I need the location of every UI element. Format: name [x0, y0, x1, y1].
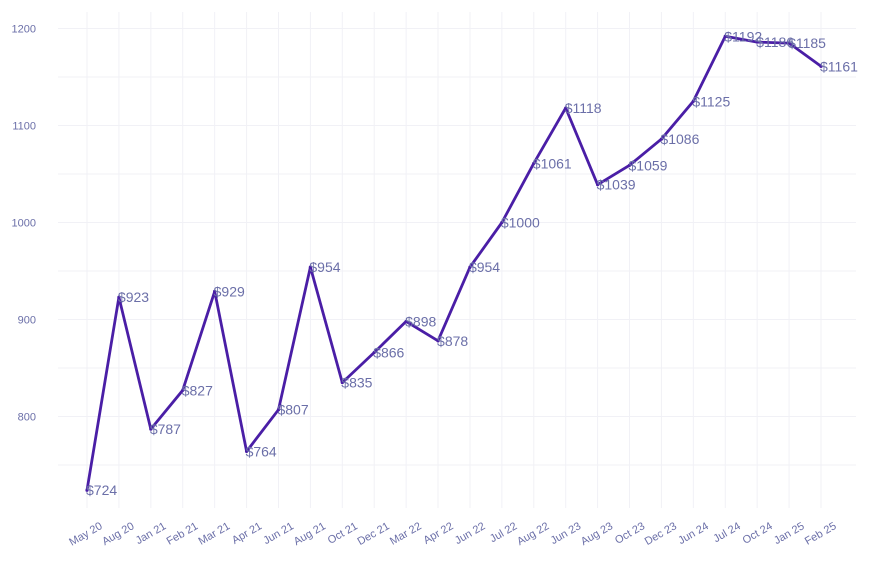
- y-tick-label: 1100: [12, 121, 36, 133]
- data-label: $724: [86, 482, 117, 498]
- data-label: $1039: [597, 177, 636, 193]
- series-line-path: [85, 34, 823, 492]
- data-point: [340, 380, 344, 385]
- x-tick-label: Jun 21: [261, 520, 296, 547]
- data-label: $878: [437, 333, 468, 349]
- data-point: [85, 488, 89, 492]
- data-point: [244, 449, 249, 454]
- data-label: $1061: [533, 155, 572, 171]
- data-point: [468, 265, 472, 269]
- data-label: $827: [182, 382, 213, 398]
- data-labels: $724 $923 $787 $827 $929 $764 $807 $954 $835$866…: [86, 28, 858, 498]
- data-point: [181, 388, 185, 392]
- data-label: $954: [309, 259, 340, 275]
- grid-lines: [58, 12, 856, 508]
- data-label: $1161: [820, 58, 858, 74]
- data-label: $1086: [660, 131, 699, 147]
- x-tick-label: Jun 22: [453, 520, 488, 547]
- x-tick-label: Aug 20: [100, 520, 136, 548]
- data-label: $866: [373, 344, 404, 360]
- data-label: $787: [150, 421, 181, 437]
- x-tick-label: Aug 23: [579, 520, 615, 548]
- x-tick-label: Jul 24: [711, 520, 742, 545]
- x-tick-label: Mar 22: [388, 520, 424, 548]
- x-tick-label: May 20: [67, 520, 104, 548]
- x-tick-label: Apr 22: [421, 520, 455, 547]
- x-tick-label: Apr 21: [230, 520, 264, 547]
- x-tick-label: Oct 23: [613, 520, 647, 547]
- data-label: $835: [341, 375, 372, 391]
- x-tick-label: Mar 21: [196, 520, 232, 548]
- data-point: [596, 183, 600, 187]
- data-point: [723, 34, 727, 38]
- data-point: [627, 163, 632, 167]
- x-tick-label: Jan 21: [134, 520, 169, 547]
- y-axis: 800 900 1000 1100 1200: [12, 24, 36, 424]
- data-label: $1118: [565, 100, 602, 116]
- data-label: $923: [118, 289, 149, 305]
- data-label: $1192: [724, 28, 762, 44]
- data-point: [500, 220, 504, 225]
- x-tick-label: Aug 21: [292, 520, 328, 548]
- data-point: [117, 295, 121, 299]
- x-tick-label: Feb 25: [803, 520, 839, 548]
- data-point: [308, 265, 312, 269]
- data-point: [213, 289, 217, 293]
- y-tick-label: 900: [18, 315, 36, 327]
- x-tick-label: Dec 21: [356, 520, 392, 548]
- data-point: [149, 427, 153, 431]
- data-point: [691, 99, 695, 103]
- data-label: $1059: [629, 157, 668, 173]
- y-tick-label: 1000: [12, 218, 36, 230]
- data-point: [819, 64, 823, 68]
- y-tick-label: 800: [18, 412, 36, 424]
- data-point: [404, 319, 408, 324]
- x-tick-label: Oct 24: [741, 520, 775, 547]
- x-tick-label: Oct 21: [326, 520, 360, 547]
- data-label: $954: [469, 259, 500, 275]
- x-tick-label: Feb 21: [165, 520, 201, 548]
- data-label: $1125: [692, 93, 730, 109]
- x-tick-label: Jan 25: [772, 520, 807, 547]
- data-label: $1000: [501, 215, 540, 231]
- data-point: [532, 161, 536, 165]
- x-tick-label: Dec 23: [643, 520, 679, 548]
- y-tick-label: 1200: [12, 24, 36, 36]
- x-tick-label: Jun 24: [676, 520, 711, 547]
- data-label: $764: [246, 443, 277, 459]
- data-point: [372, 350, 376, 355]
- data-label: $1186: [756, 34, 794, 50]
- x-tick-label: Jul 22: [488, 520, 519, 545]
- data-point: [755, 40, 759, 44]
- data-label: $807: [277, 402, 308, 418]
- data-label: $898: [405, 313, 436, 329]
- x-tick-label: Aug 22: [515, 520, 551, 548]
- data-point: [436, 339, 440, 343]
- series-line: [85, 34, 823, 492]
- data-point: [564, 106, 568, 110]
- data-point: [659, 137, 664, 141]
- data-point: [787, 41, 791, 45]
- data-point: [276, 408, 281, 412]
- x-tick-label: Jun 23: [549, 520, 584, 547]
- data-label: $1185: [788, 35, 826, 51]
- data-label: $929: [214, 283, 245, 299]
